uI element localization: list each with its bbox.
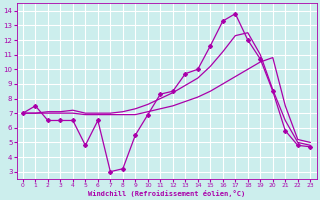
- X-axis label: Windchill (Refroidissement éolien,°C): Windchill (Refroidissement éolien,°C): [88, 190, 245, 197]
